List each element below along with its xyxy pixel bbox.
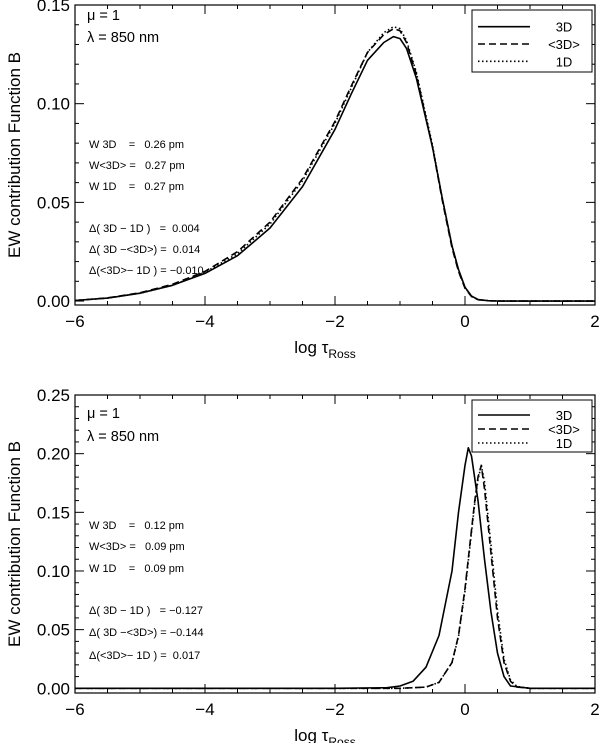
legend-label: 3D bbox=[556, 20, 573, 35]
y-tick-label: 0.15 bbox=[37, 503, 70, 522]
x-tick-label: 2 bbox=[590, 700, 599, 719]
annotation-delta: Δ( 3D −<3D>) = −0.144 bbox=[89, 627, 204, 639]
y-tick-label: 0.20 bbox=[37, 445, 70, 464]
legend-box bbox=[471, 399, 593, 453]
annotation-width: W<3D> = 0.09 pm bbox=[89, 541, 185, 553]
x-axis-label-subscript: Ross bbox=[328, 735, 355, 743]
bottom-panel: −6 −4 −2 0 2 0.00 0.05 0.10 0.15 0.20 0.25 log τRos… bbox=[5, 386, 600, 743]
x-tick-label: −6 bbox=[65, 700, 84, 719]
x-axis-label: log τRoss bbox=[294, 726, 355, 743]
annotation-delta: Δ(<3D>− 1D ) = 0.017 bbox=[89, 650, 200, 662]
y-axis-label: EW contribution Function B bbox=[5, 52, 24, 258]
y-tick-label: 0.05 bbox=[37, 193, 70, 212]
series-line-0 bbox=[75, 447, 595, 690]
series-line-2 bbox=[75, 464, 595, 690]
annotation-mu: μ = 1 bbox=[87, 406, 120, 422]
legend-label: <3D> bbox=[548, 422, 580, 437]
y-tick-label: 0.00 bbox=[37, 679, 70, 698]
y-tick-label: 0.15 bbox=[37, 0, 70, 15]
x-tick-label: −4 bbox=[195, 700, 214, 719]
legend-label: <3D> bbox=[548, 37, 580, 52]
y-axis-label: EW contribution Function B bbox=[5, 441, 24, 647]
y-tick-label: 0.10 bbox=[37, 562, 70, 581]
y-tick-label: 0.00 bbox=[37, 292, 70, 311]
x-tick-label: −2 bbox=[325, 312, 344, 331]
x-axis-label-subscript: Ross bbox=[328, 347, 355, 361]
x-tick-label: −2 bbox=[325, 700, 344, 719]
annotation-width: W 3D = 0.26 pm bbox=[89, 139, 184, 151]
x-tick-label: −6 bbox=[65, 312, 84, 331]
legend-box bbox=[471, 9, 593, 73]
x-tick-label: 0 bbox=[460, 312, 469, 331]
x-tick-label: −4 bbox=[195, 312, 214, 331]
annotation-delta: Δ(<3D>− 1D ) = −0.010 bbox=[89, 265, 204, 277]
x-axis-label-main: log τ bbox=[294, 726, 328, 743]
x-tick-label: 0 bbox=[460, 700, 469, 719]
x-tick-label: 2 bbox=[590, 312, 599, 331]
annotation-width: W 1D = 0.09 pm bbox=[89, 563, 184, 575]
y-tick-label: 0.05 bbox=[37, 621, 70, 640]
annotation-delta: Δ( 3D −<3D>) = 0.014 bbox=[89, 244, 200, 256]
y-tick-label: 0.25 bbox=[37, 386, 70, 405]
top-panel: −6 −4 −2 0 2 0.00 0.05 0.10 0.15 log τRoss EW cont… bbox=[5, 0, 600, 361]
annotation-delta: Δ( 3D − 1D ) = −0.127 bbox=[89, 605, 203, 617]
x-axis-label-main: log τ bbox=[294, 338, 328, 357]
annotation-width: W 1D = 0.27 pm bbox=[89, 181, 184, 193]
series-line-2 bbox=[75, 25, 595, 302]
y-tick-label: 0.10 bbox=[37, 95, 70, 114]
annotation-width: W 3D = 0.12 pm bbox=[89, 520, 184, 532]
annotation-delta: Δ( 3D − 1D ) = 0.004 bbox=[89, 223, 200, 235]
legend-label: 1D bbox=[556, 436, 573, 451]
annotation-mu: μ = 1 bbox=[87, 8, 120, 24]
annotation-lambda: λ = 850 nm bbox=[87, 30, 159, 46]
annotation-lambda: λ = 850 nm bbox=[87, 429, 159, 445]
x-axis-label: log τRoss bbox=[294, 338, 355, 361]
annotation-width: W<3D> = 0.27 pm bbox=[89, 160, 185, 172]
legend-label: 1D bbox=[556, 54, 573, 69]
legend-label: 3D bbox=[556, 408, 573, 423]
